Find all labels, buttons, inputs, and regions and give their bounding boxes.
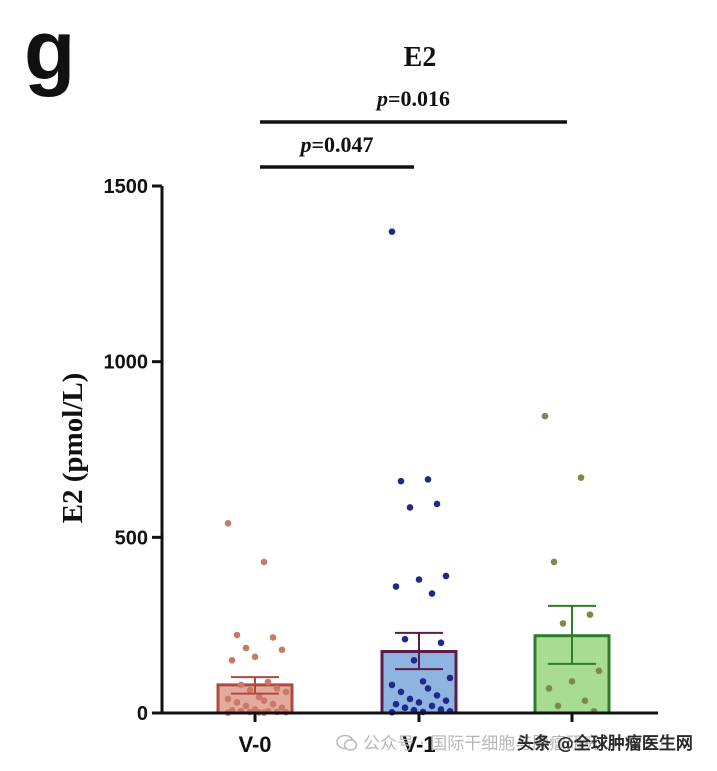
data-point	[233, 631, 241, 639]
data-point	[581, 697, 589, 705]
data-point	[442, 697, 450, 705]
data-point	[446, 674, 454, 682]
data-point	[437, 706, 445, 713]
data-point	[550, 558, 558, 566]
y-tick-label: 500	[115, 527, 148, 549]
data-point	[269, 700, 277, 708]
data-point	[415, 576, 423, 583]
data-point	[577, 474, 585, 481]
data-point	[415, 699, 423, 706]
data-point	[595, 667, 603, 675]
wechat-icon	[336, 733, 358, 753]
data-point	[397, 688, 405, 696]
data-point	[251, 653, 259, 661]
data-point	[428, 702, 436, 710]
data-point	[586, 611, 594, 618]
data-point	[273, 685, 281, 692]
data-point	[428, 590, 436, 597]
x-tick-label-v-1: V-1	[402, 732, 435, 757]
data-point	[233, 699, 241, 706]
data-point	[264, 678, 272, 686]
data-point	[424, 476, 432, 483]
data-point	[388, 228, 396, 235]
data-point	[255, 693, 263, 701]
data-point	[278, 704, 286, 712]
data-point	[437, 639, 445, 647]
y-axis-label: E2 (pmol/L)	[57, 373, 89, 524]
y-tick-label: 1500	[104, 176, 149, 198]
data-point	[278, 646, 286, 654]
data-point	[242, 644, 250, 652]
watermark-left: 公众号 · 国际干细胞与肿瘤研究	[363, 734, 601, 754]
chart-title: E2	[404, 42, 437, 73]
data-point	[545, 685, 553, 692]
data-point	[410, 657, 418, 664]
data-point	[224, 519, 232, 527]
data-point	[406, 695, 414, 703]
data-point	[406, 504, 414, 511]
data-point	[228, 657, 236, 664]
data-point	[224, 695, 232, 703]
panel-letter: g	[24, 3, 76, 97]
data-point	[392, 700, 400, 708]
data-point	[388, 681, 396, 689]
data-point	[242, 702, 250, 710]
data-point	[424, 685, 432, 692]
x-tick-label-v-0: V-0	[238, 732, 271, 757]
data-point	[433, 500, 441, 508]
data-point	[246, 686, 254, 694]
data-point	[568, 678, 576, 685]
data-point	[442, 572, 450, 580]
data-point	[269, 634, 277, 641]
y-tick-label: 0	[137, 703, 148, 725]
p-value-label: p=0.016	[375, 86, 450, 111]
data-point	[397, 477, 405, 485]
data-point	[541, 412, 549, 420]
data-point	[282, 688, 290, 696]
data-point	[392, 583, 400, 590]
data-point	[260, 558, 268, 566]
data-point	[401, 635, 409, 643]
data-point	[237, 681, 245, 689]
data-point	[559, 620, 567, 627]
data-point	[554, 702, 562, 710]
data-point	[419, 678, 427, 685]
data-point	[260, 697, 268, 705]
y-tick-label: 1000	[104, 352, 149, 374]
p-value-label: p=0.047	[298, 132, 373, 157]
data-point	[433, 692, 441, 699]
data-point	[401, 704, 409, 712]
watermark-right: 头条 @全球肿瘤医生网	[517, 734, 693, 754]
